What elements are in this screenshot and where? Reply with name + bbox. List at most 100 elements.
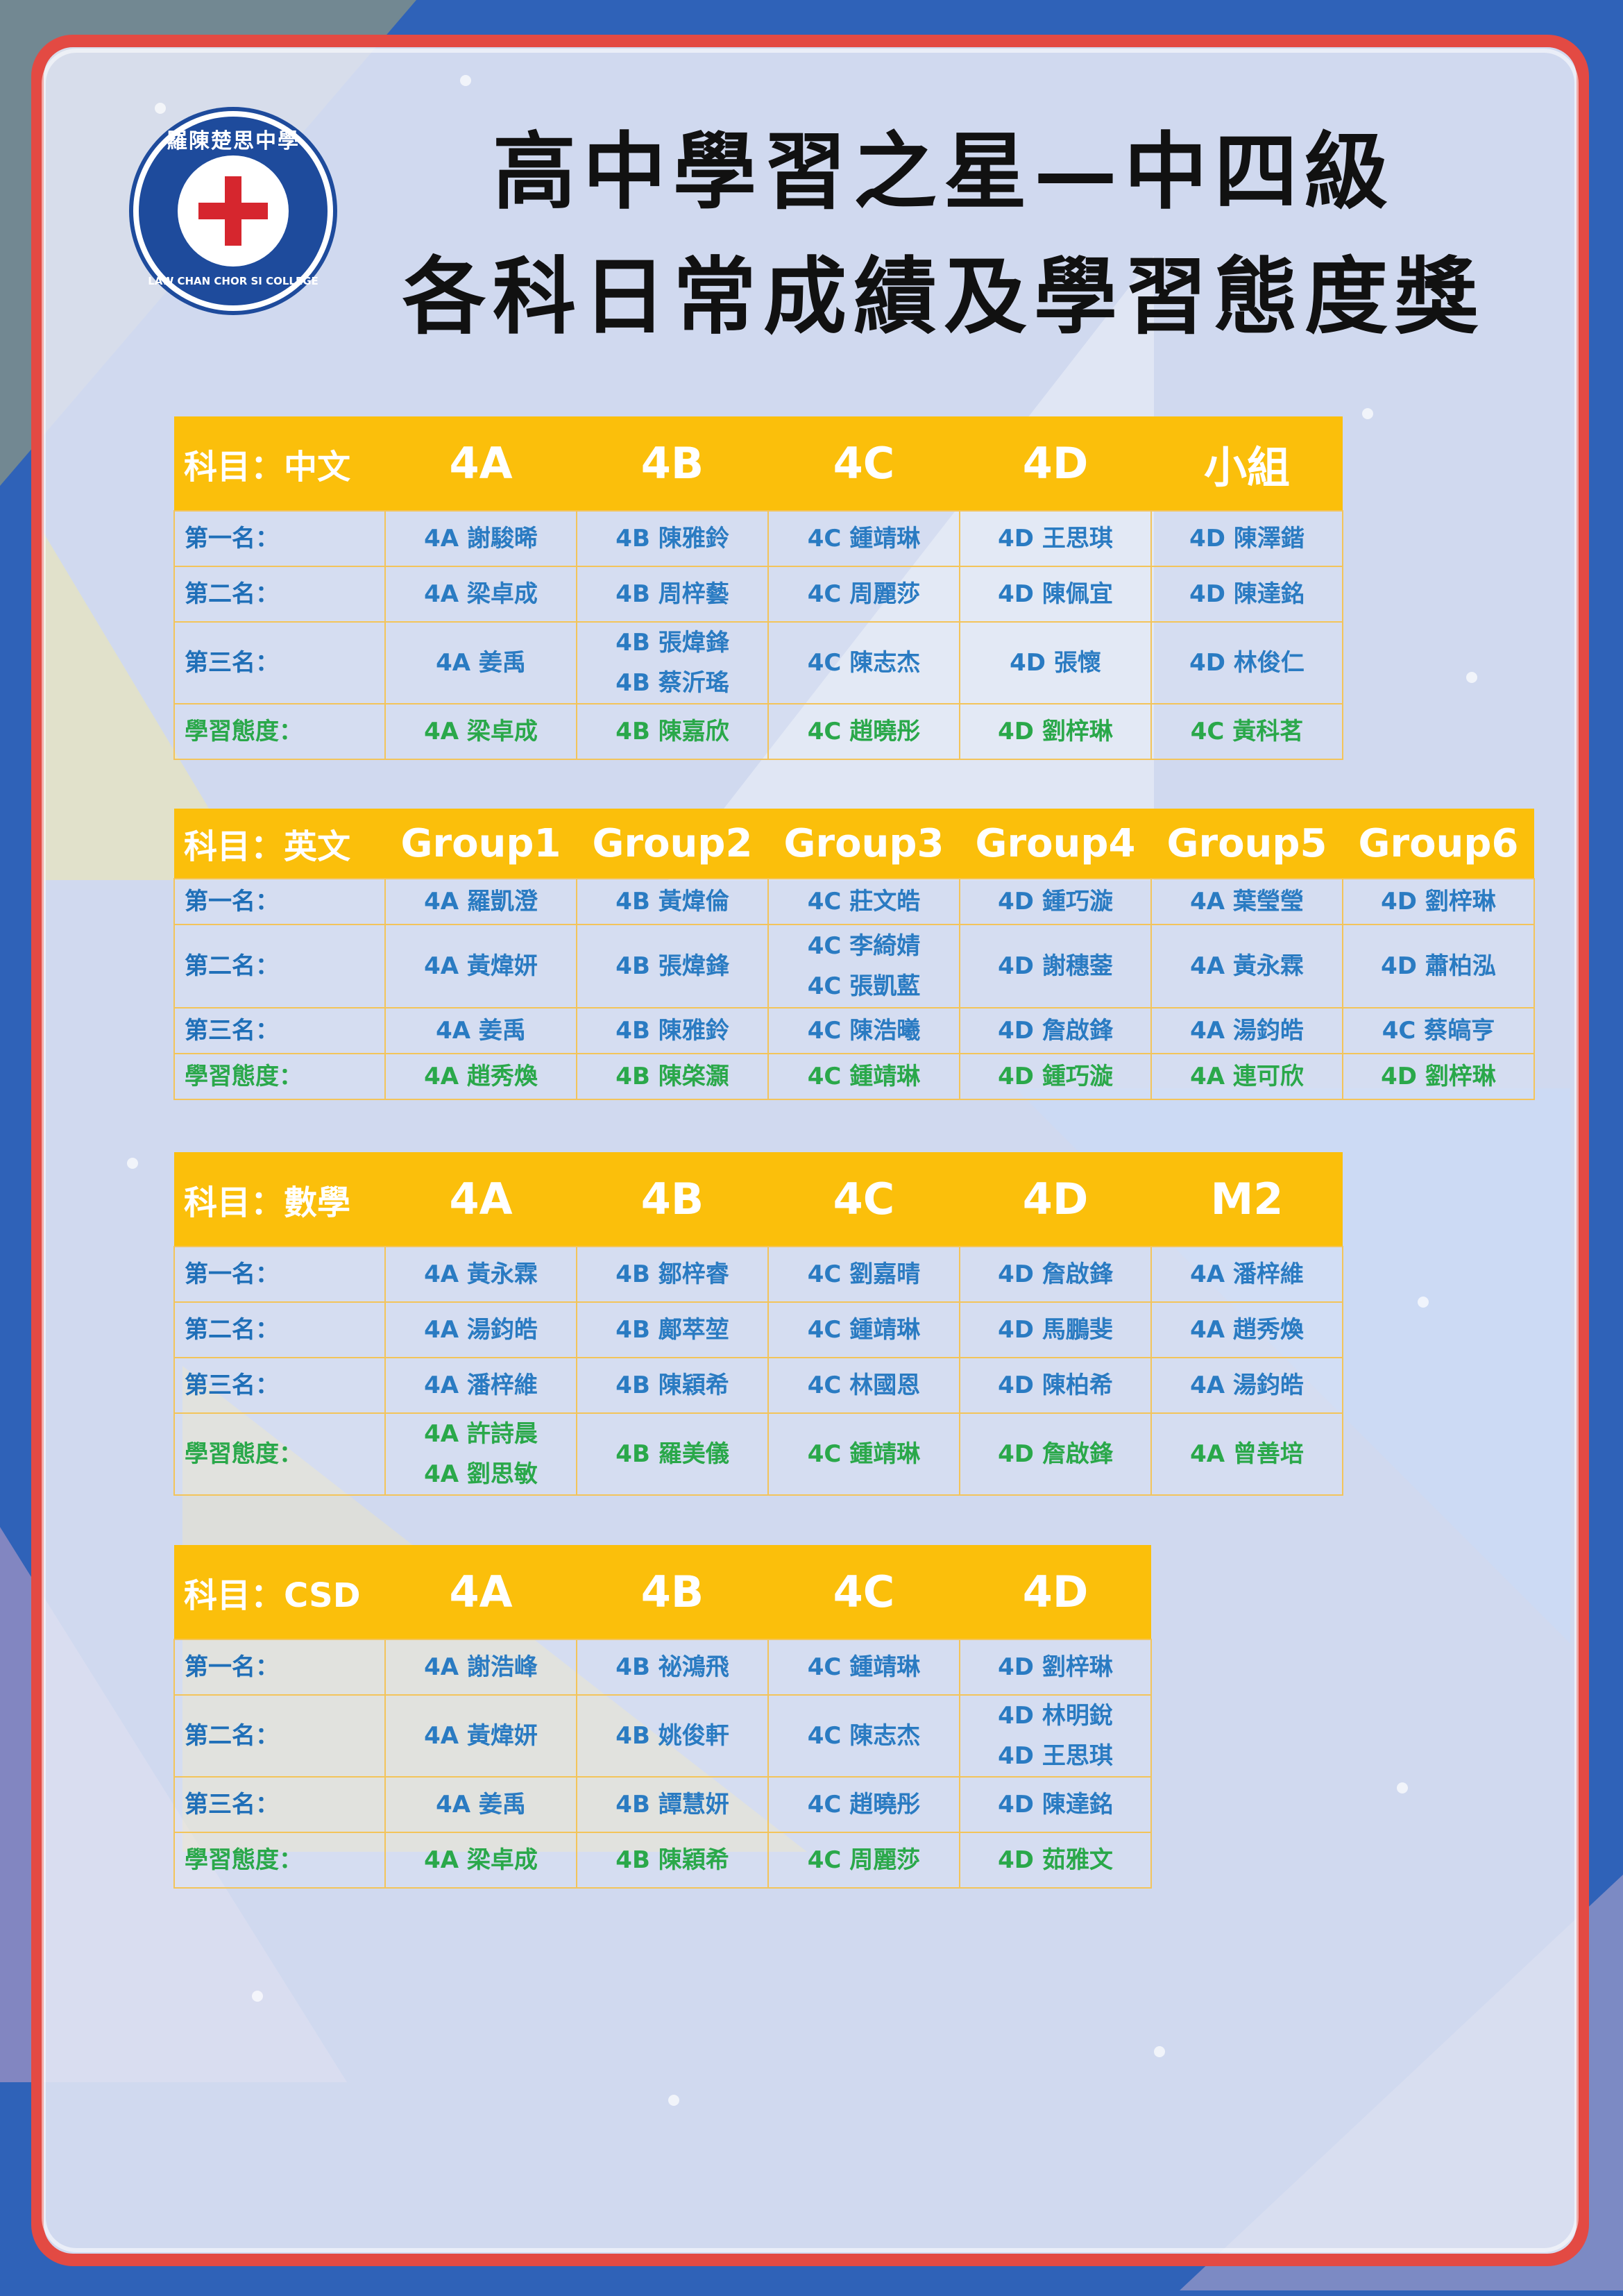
student-name: 4A 曾善培 [1190,1440,1304,1468]
student-name: 4B 陳嘉欣 [615,718,729,745]
winner-cell: 4B 祕鴻飛 [576,1639,769,1696]
student-name: 4D 王思琪 [998,1742,1113,1770]
rank-label: 第二名： [173,1694,386,1778]
winner-cell: 4A 謝浩峰 [384,1639,577,1696]
winner-cell: 4A 趙秀煥 [384,1053,577,1100]
winner-cell: 4C 周麗莎 [767,1832,960,1889]
winner-cell: 4C 鍾靖琳 [767,1639,960,1696]
student-name: 4A 姜禹 [436,1791,526,1818]
winner-cell: 4D 謝穗蓥 [959,924,1152,1008]
table-row: 第二名： 4A 湯鈞皓 4B 鄺萃堃 4C 鍾靖琳 4D 馬鵬斐 4A 趙秀煥 [173,1301,1343,1358]
student-name: 4D 詹啟鋒 [998,1017,1113,1045]
winner-cell: 4B 陳穎希 [576,1357,769,1414]
rank-label: 學習態度： [173,703,386,760]
rank-label: 第三名： [173,621,386,704]
rank-label: 第二名： [173,566,386,623]
winner-cell: 4D 蕭柏泓 [1342,924,1535,1008]
student-name: 4B 鄒梓睿 [615,1260,729,1288]
student-name: 4D 林明銳 [998,1702,1113,1730]
school-logo: 羅陳楚思中學 LAW CHAN CHOR SI COLLEGE [133,111,333,311]
student-name: 4D 陳澤鍇 [1189,525,1305,552]
student-name: 4A 謝駿晞 [424,525,538,552]
decor-dot [668,2095,679,2106]
winner-cell: 4D 馬鵬斐 [959,1301,1152,1358]
student-name: 4A 許詩晨 [424,1420,538,1448]
student-name: 4D 陳達銘 [998,1791,1113,1818]
winner-cell: 4C 周麗莎 [767,566,960,623]
student-name: 4B 陳棨灝 [615,1063,729,1090]
student-name: 4D 劉梓琳 [998,718,1113,745]
student-name: 4D 劉梓琳 [1381,888,1496,915]
rank-label: 學習態度： [173,1412,386,1496]
column-header: 4A [385,416,577,511]
winner-cell: 4D 鍾巧漩 [959,878,1152,925]
logo-school-name: 羅陳楚思中學 [167,129,300,153]
student-name: 4C 蔡皜亨 [1382,1017,1495,1045]
column-header: 4D [960,1545,1151,1639]
student-name: 4C 鍾靖琳 [807,1653,921,1681]
student-name: 4C 陳志杰 [807,1722,921,1750]
table-row: 第二名： 4A 黃煒妍 4B 姚俊軒 4C 陳志杰 4D 林明銳 4D 王思琪 [173,1694,1152,1778]
column-header: 4B [577,1545,768,1639]
winner-cell: 4B 陳雅鈴 [576,510,769,567]
student-name: 4A 羅凱澄 [424,888,538,915]
student-name: 4C 鍾靖琳 [807,1063,921,1090]
winner-cell: 4B 鄒梓睿 [576,1246,769,1303]
student-name: 4A 潘梓維 [1190,1260,1304,1288]
student-name: 4A 梁卓成 [424,718,538,745]
student-name: 4D 王思琪 [998,525,1113,552]
decor-dot [155,103,166,114]
student-name: 4B 黃煒倫 [615,888,729,915]
winner-cell: 4D 劉梓琳 [959,1639,1152,1696]
winner-cell: 4A 黃煒妍 [384,1694,577,1778]
winner-cell: 4A 梁卓成 [384,566,577,623]
column-header: Group1 [385,809,577,879]
winner-cell: 4D 劉梓琳 [1342,878,1535,925]
student-name: 4D 鍾巧漩 [998,1063,1113,1090]
decor-dot [1397,1782,1408,1793]
table-row: 第三名： 4A 姜禹 4B 張煒鋒 4B 蔡沂瑤 4C 陳志杰 4D 張懷 4D 林俊仁 [173,621,1343,704]
student-name: 4B 姚俊軒 [615,1722,729,1750]
student-name: 4A 黃永霖 [424,1260,538,1288]
winner-cell: 4A 黃永霖 [384,1246,577,1303]
student-name: 4D 詹啟鋒 [998,1260,1113,1288]
column-header: 4C [768,1545,960,1639]
subject-label: 科目：CSD [174,1545,385,1639]
winner-cell: 4B 張煒鋒 [576,924,769,1008]
student-name: 4A 湯鈞皓 [1190,1371,1304,1399]
student-name: 4C 趙曉彤 [807,718,921,745]
table-row: 第一名： 4A 黃永霖 4B 鄒梓睿 4C 劉嘉晴 4D 詹啟鋒 4A 潘梓維 [173,1246,1343,1303]
table-header-row: 科目：CSD 4A 4B 4C 4D [174,1545,1151,1639]
column-header: 4B [577,1152,768,1247]
column-header: 4B [577,416,768,511]
column-header: Group5 [1151,809,1343,879]
winner-cell: 4C 鍾靖琳 [767,1053,960,1100]
student-name: 4D 茹雅文 [998,1846,1113,1874]
column-header: Group4 [960,809,1151,879]
student-name: 4D 詹啟鋒 [998,1440,1113,1468]
student-name: 4D 蕭柏泓 [1381,952,1496,980]
winner-cell: 4A 許詩晨 4A 劉思敏 [384,1412,577,1496]
student-name: 4A 謝浩峰 [424,1653,538,1681]
winner-cell: 4D 詹啟鋒 [959,1007,1152,1054]
student-name: 4A 湯鈞皓 [424,1316,538,1344]
student-name: 4A 梁卓成 [424,1846,538,1874]
column-header: 4A [385,1545,577,1639]
student-name: 4A 葉瑩瑩 [1190,888,1304,915]
winner-cell: 4B 陳雅鈴 [576,1007,769,1054]
winner-cell: 4A 黃煒妍 [384,924,577,1008]
student-name: 4B 譚慧妍 [615,1791,729,1818]
award-table: 科目：數學 4A 4B 4C 4D M2 第一名： 4A 黃永霖 4B 鄒梓睿 4C 劉嘉晴 4D … [173,1152,1343,1496]
column-header: 4D [960,1152,1151,1247]
winner-cell: 4A 姜禹 [384,1007,577,1054]
student-name: 4B 陳穎希 [615,1846,729,1874]
column-header: 4C [768,1152,960,1247]
column-header: 4C [768,416,960,511]
winner-cell: 4D 詹啟鋒 [959,1246,1152,1303]
student-name: 4A 湯鈞皓 [1190,1017,1304,1045]
winner-cell: 4A 湯鈞皓 [1150,1007,1343,1054]
table-row: 學習態度： 4A 梁卓成 4B 陳穎希 4C 周麗莎 4D 茹雅文 [173,1832,1152,1889]
table-header-row: 科目：數學 4A 4B 4C 4D M2 [174,1152,1343,1247]
winner-cell: 4B 姚俊軒 [576,1694,769,1778]
column-header: 4D [960,416,1151,511]
